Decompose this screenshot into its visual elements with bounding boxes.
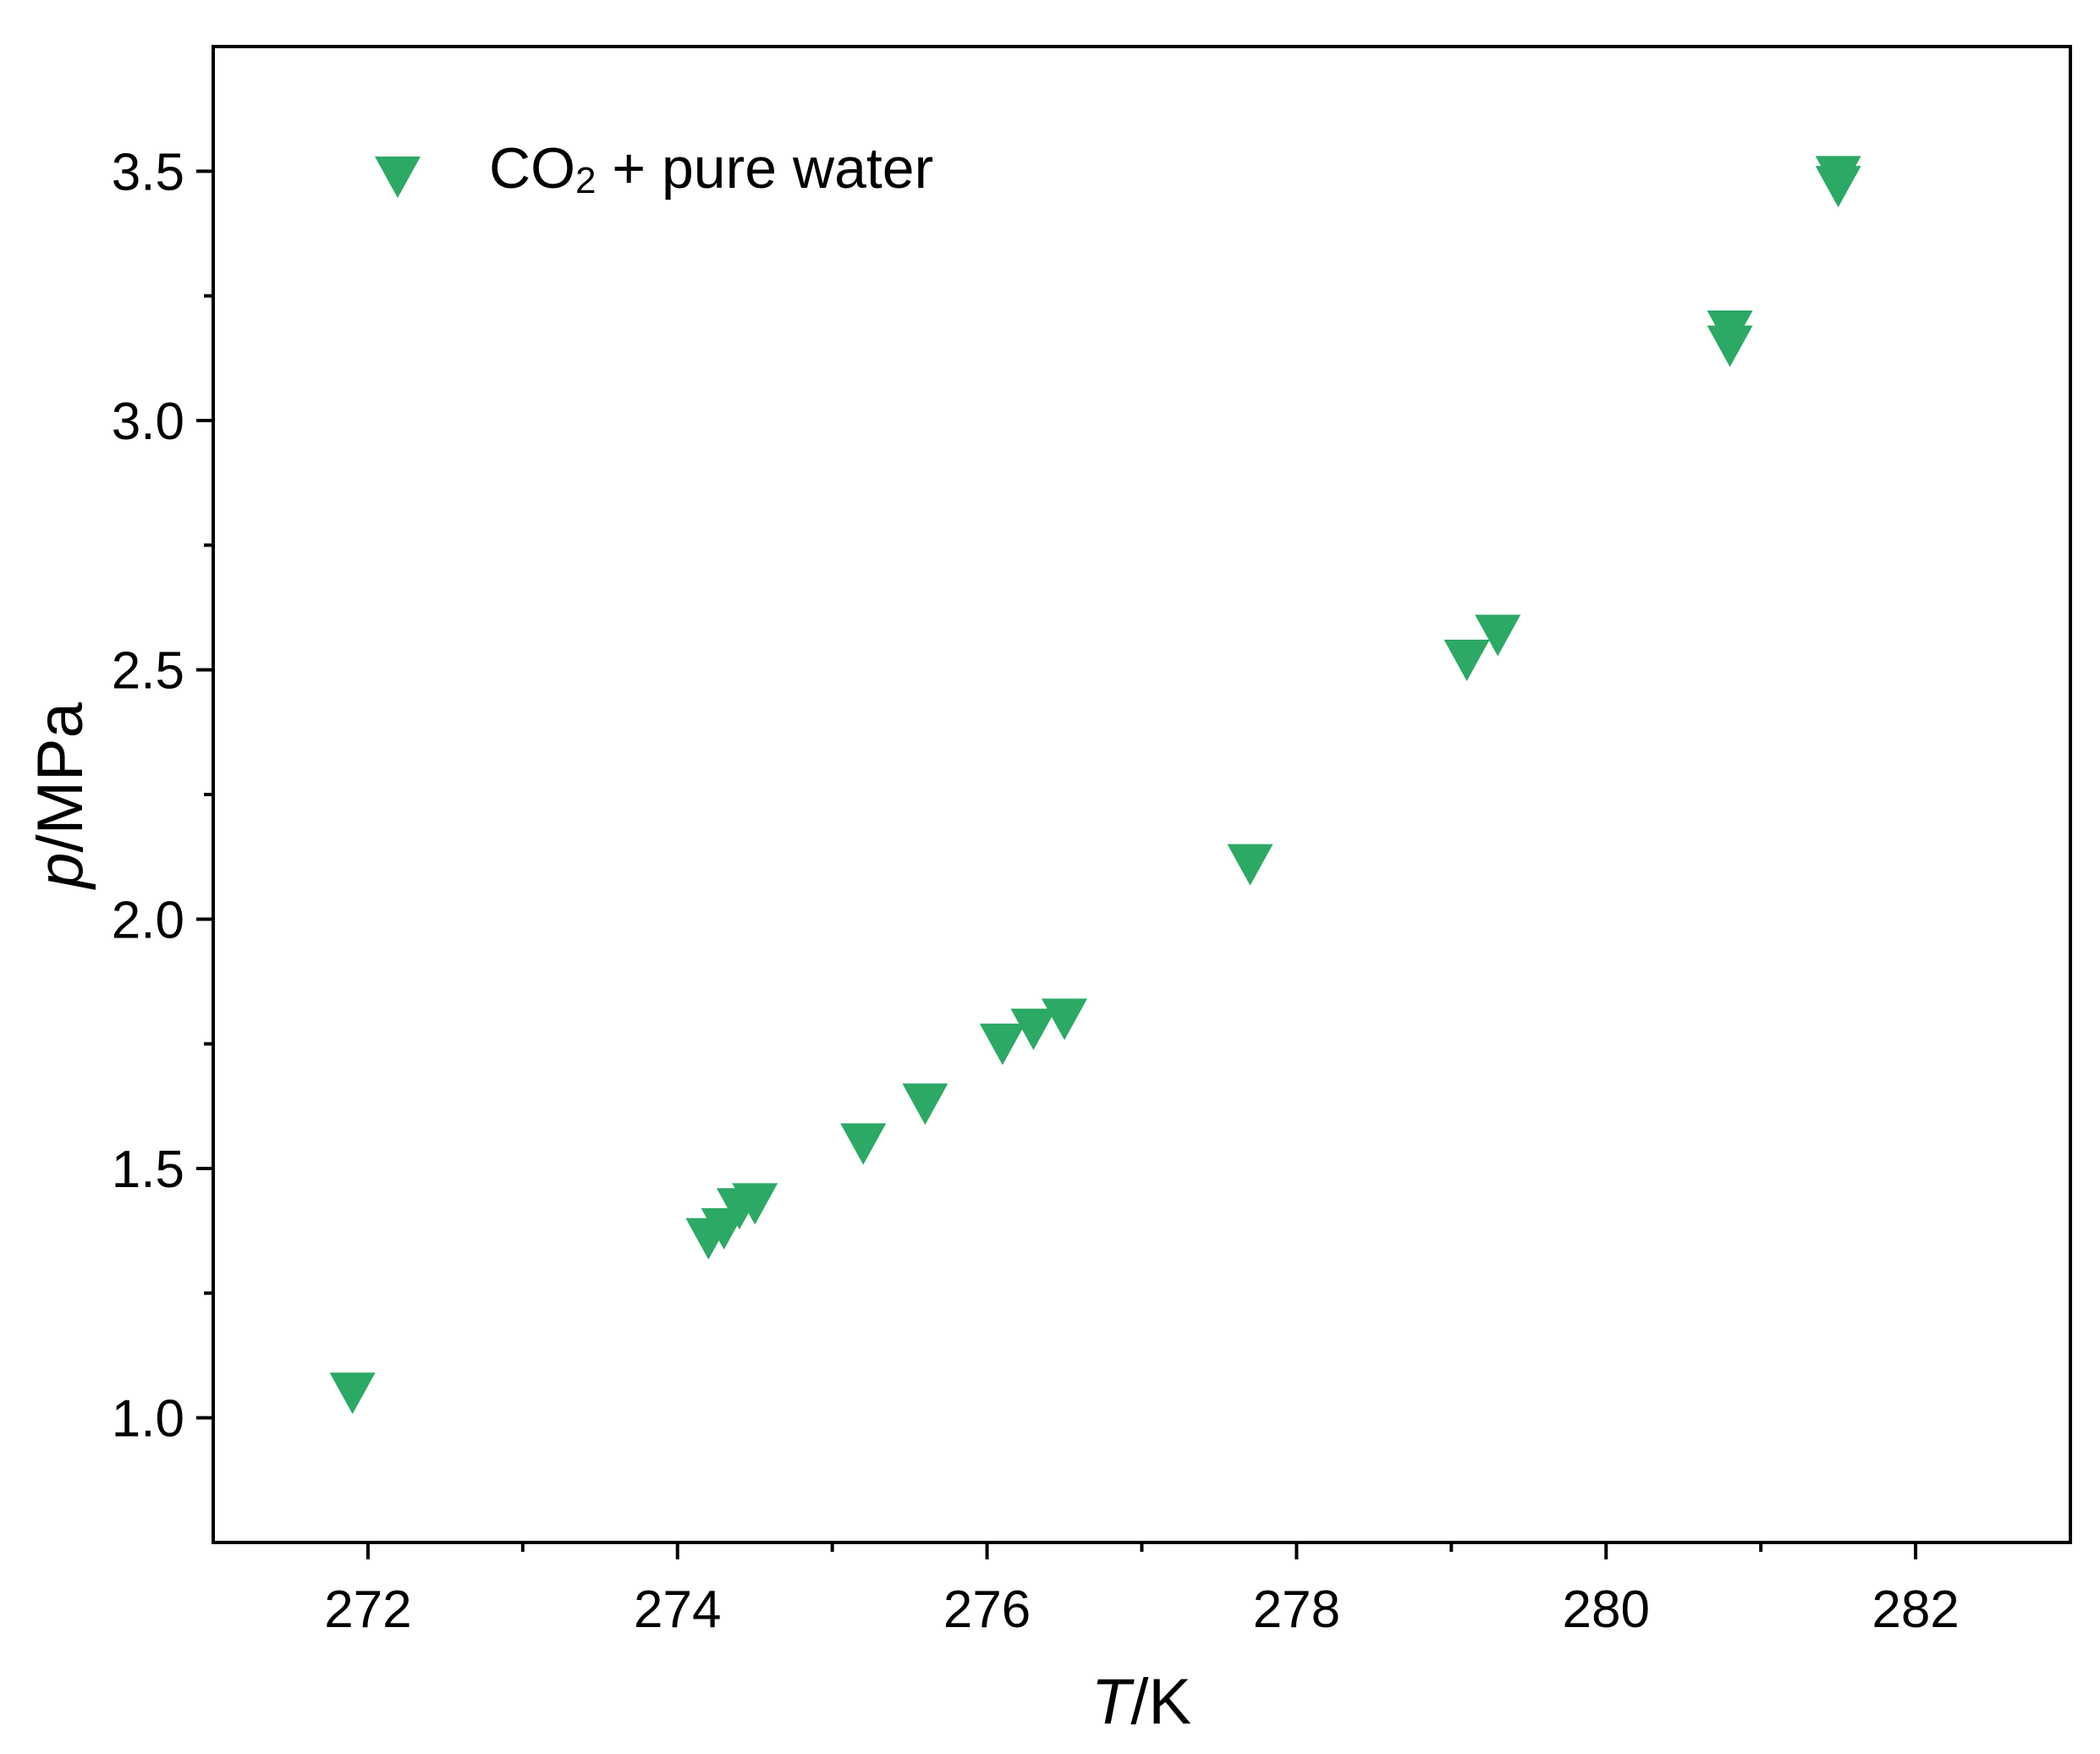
data-point [1707,311,1753,353]
x-axis-title: T/K [1091,1666,1191,1738]
legend: CO2 + pure water [375,136,933,201]
y-tick-label: 1.0 [112,1390,184,1449]
legend-label-prefix: CO [489,136,575,201]
x-tick-label: 274 [634,1581,721,1639]
legend-label-subscript: 2 [575,160,596,201]
x-axis-title-var: T [1091,1666,1135,1738]
x-tick-label: 278 [1253,1581,1340,1639]
x-tick-label: 272 [324,1581,411,1639]
data-point [1443,639,1490,681]
points-layer [329,156,1861,1415]
data-point [840,1123,887,1165]
data-point [329,1372,376,1415]
data-point [1227,844,1273,886]
legend-label-suffix: + pure water [596,136,933,201]
data-point [979,1023,1025,1065]
y-axis-title: p/MPa [25,701,96,889]
legend-marker [375,157,421,198]
y-tick-label: 3.5 [112,143,184,201]
x-axis-title-unit: /K [1130,1666,1191,1738]
x-tick-label: 276 [943,1581,1031,1639]
ticks-layer: 272 274 276 278 280 282 1.0 1.5 2.0 2.5 3.0 3.5 [112,143,1960,1639]
y-axis-title-unit: /MPa [25,701,96,852]
y-tick-label: 1.5 [112,1141,184,1199]
data-point [1010,1009,1057,1051]
data-point [1475,614,1521,657]
x-tick-label: 282 [1872,1581,1959,1639]
data-point [1815,156,1861,198]
data-point [1042,998,1088,1041]
y-tick-label: 3.0 [112,393,184,451]
y-axis-title-var: p [25,853,96,890]
x-tick-label: 280 [1563,1581,1650,1639]
y-tick-label: 2.5 [112,642,184,701]
data-point [902,1083,948,1125]
legend-label: CO2 + pure water [489,136,933,201]
y-tick-label: 2.0 [112,891,184,949]
data-point [732,1183,778,1225]
plot-frame [212,45,2072,1544]
